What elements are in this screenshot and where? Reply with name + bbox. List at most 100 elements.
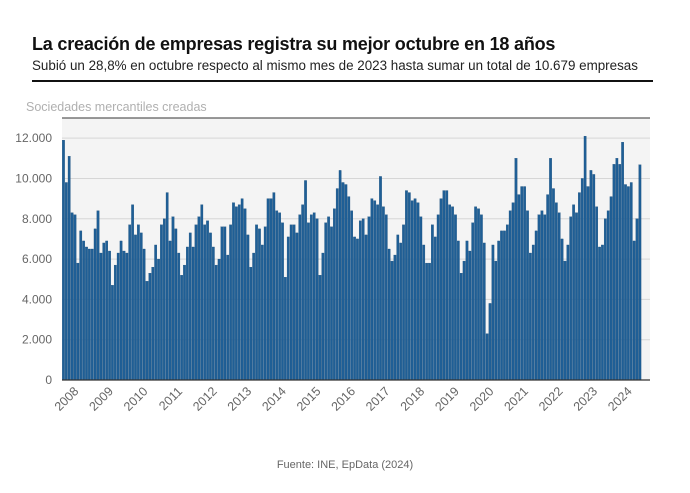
bar xyxy=(384,214,388,381)
bar xyxy=(393,254,397,381)
bar xyxy=(70,212,74,381)
bar xyxy=(235,206,238,381)
bar xyxy=(333,208,336,381)
y-tick-label: 10.000 xyxy=(15,171,52,185)
bar xyxy=(88,248,91,381)
bar xyxy=(552,188,555,381)
bar xyxy=(563,260,567,381)
bar xyxy=(428,262,431,381)
bar xyxy=(318,275,322,381)
bar xyxy=(534,230,538,381)
bar xyxy=(425,262,428,381)
bar xyxy=(419,216,423,381)
x-tick-label: 2022 xyxy=(536,384,566,414)
bar xyxy=(292,224,296,381)
bar xyxy=(301,204,304,381)
bar xyxy=(85,246,88,381)
bar xyxy=(79,230,83,381)
bar xyxy=(638,164,642,381)
bar xyxy=(526,210,529,381)
bar xyxy=(557,212,561,381)
x-tick-label: 2021 xyxy=(501,384,531,414)
bar xyxy=(64,182,68,381)
bar xyxy=(546,194,549,381)
bar xyxy=(422,244,426,381)
bar xyxy=(373,200,377,381)
bar xyxy=(113,264,117,381)
bar xyxy=(456,240,460,381)
x-tick-label: 2013 xyxy=(225,384,255,414)
bar xyxy=(520,186,524,381)
bar xyxy=(186,246,189,381)
bar xyxy=(609,196,613,381)
x-tick-label: 2015 xyxy=(294,384,324,414)
y-axis-label: Sociedades mercantiles creadas xyxy=(26,100,207,114)
bar xyxy=(402,224,405,381)
y-tick-label: 8.000 xyxy=(22,212,52,226)
bar xyxy=(462,260,466,381)
bar xyxy=(162,218,166,381)
bar xyxy=(601,244,604,381)
bar xyxy=(160,224,163,381)
bar xyxy=(272,192,276,381)
bar xyxy=(139,232,143,381)
y-tick-label: 6.000 xyxy=(22,252,52,266)
bar xyxy=(145,281,149,381)
bar xyxy=(615,158,619,381)
bar xyxy=(477,208,480,381)
bar xyxy=(99,252,103,381)
bar xyxy=(102,242,106,381)
bar xyxy=(350,210,353,381)
bar xyxy=(358,220,362,381)
bar xyxy=(612,164,616,381)
bar xyxy=(335,188,339,381)
bar xyxy=(142,248,146,381)
bar xyxy=(592,174,596,381)
bar xyxy=(629,182,633,381)
x-tick-label: 2014 xyxy=(259,384,289,414)
bar xyxy=(211,246,215,381)
bar xyxy=(618,164,622,381)
bar xyxy=(598,246,601,381)
bar xyxy=(232,202,235,381)
bar xyxy=(508,210,512,381)
bar xyxy=(188,232,192,381)
bar xyxy=(468,250,472,381)
bar xyxy=(255,224,258,381)
bar xyxy=(330,226,333,381)
bar xyxy=(324,222,328,381)
bar xyxy=(180,275,183,381)
bar xyxy=(151,266,155,381)
y-tick-label: 12.000 xyxy=(15,131,52,145)
bar xyxy=(549,158,552,381)
bar xyxy=(240,198,244,381)
bar xyxy=(226,254,230,381)
bar xyxy=(635,218,639,381)
bar xyxy=(295,232,299,381)
bar xyxy=(263,226,267,381)
bar xyxy=(243,208,247,381)
bar xyxy=(96,210,100,381)
bar xyxy=(338,170,342,381)
bar xyxy=(347,196,351,381)
bar xyxy=(410,200,414,381)
bar xyxy=(454,214,457,381)
bar xyxy=(312,212,316,381)
bar xyxy=(183,264,186,381)
bar xyxy=(488,303,492,381)
bar xyxy=(82,240,85,381)
bar xyxy=(105,240,108,381)
x-tick-label: 2009 xyxy=(86,384,116,414)
bar xyxy=(442,190,446,381)
bar xyxy=(416,202,420,381)
title-divider xyxy=(32,80,653,82)
bar xyxy=(569,216,573,381)
bar xyxy=(572,204,575,381)
bar xyxy=(361,218,365,381)
bar xyxy=(168,240,172,381)
bar xyxy=(399,242,402,381)
bar xyxy=(566,244,570,381)
bar xyxy=(396,234,400,381)
bar xyxy=(554,202,558,381)
bar xyxy=(376,204,379,381)
